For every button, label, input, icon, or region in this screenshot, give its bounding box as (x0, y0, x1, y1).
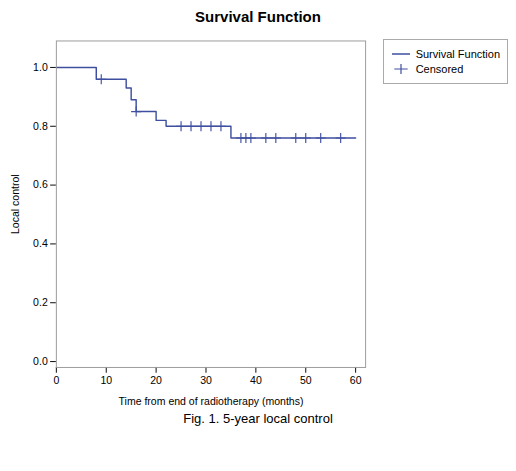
svg-text:Local control: Local control (9, 174, 21, 234)
svg-text:Time from end of radiotherapy: Time from end of radiotherapy (months) (119, 395, 304, 407)
svg-text:60: 60 (350, 374, 362, 386)
svg-text:50: 50 (300, 374, 312, 386)
svg-text:1.0: 1.0 (33, 61, 48, 73)
svg-text:0.0: 0.0 (33, 355, 48, 367)
svg-text:20: 20 (150, 374, 162, 386)
svg-text:10: 10 (100, 374, 112, 386)
svg-text:0.8: 0.8 (33, 120, 48, 132)
html-text:Fig. 1. 5-year local control: Fig. 1. 5-year local control (183, 411, 333, 427)
svg-text:0.2: 0.2 (33, 296, 48, 308)
svg-text:0.4: 0.4 (33, 237, 48, 249)
svg-text:0: 0 (53, 374, 59, 386)
svg-text:0.6: 0.6 (33, 178, 48, 190)
html-text:Survival Function: Survival Function (415, 48, 500, 60)
html-text:Censored: Censored (415, 63, 464, 75)
svg-text:30: 30 (200, 374, 212, 386)
svg-text:40: 40 (250, 374, 262, 386)
html-text:Survival Function: Survival Function (195, 8, 321, 25)
